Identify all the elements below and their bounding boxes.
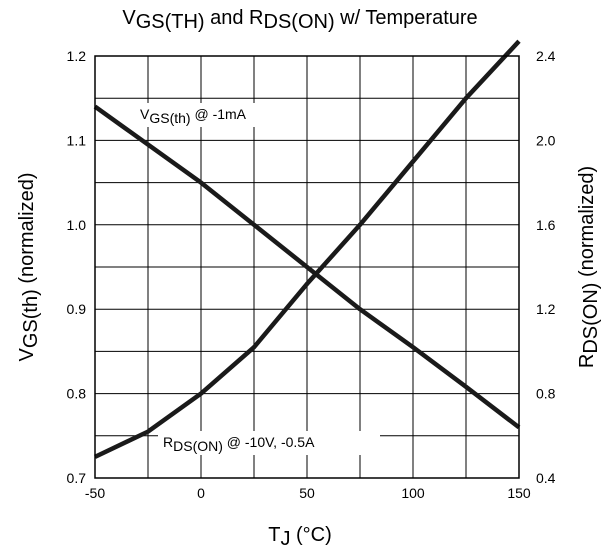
y-right-tick-label: 0.4 bbox=[536, 470, 556, 486]
chart-title-part-2: and R bbox=[205, 7, 264, 29]
x-tick-label: 150 bbox=[507, 485, 531, 501]
y-left-axis-label: VGS(th) (normalized) bbox=[16, 173, 42, 362]
y-left-tick-label: 1.1 bbox=[67, 132, 87, 148]
y-right-axis-label-part-2: (normalized) bbox=[576, 166, 598, 283]
series-label-vgs-part-2: @ -1mA bbox=[191, 106, 247, 122]
chart-title-part-1: GS(TH) bbox=[136, 11, 205, 33]
labels: -50 0 50 100 150 0.7 0.8 0.9 1.0 1.1 1.2 0.4 0.8 1.2 1… bbox=[16, 7, 602, 550]
x-tick-label: -50 bbox=[85, 485, 105, 501]
series-label-rds-part-2: @ -10V, -0.5A bbox=[223, 434, 315, 450]
series-label-rds: RDS(ON) @ -10V, -0.5A bbox=[163, 434, 315, 454]
series-label-vgs-part-0: V bbox=[140, 106, 150, 122]
plot-frame bbox=[94, 55, 520, 479]
y-left-tick-label: 1.0 bbox=[67, 217, 87, 233]
y-right-tick-label: 0.8 bbox=[536, 386, 556, 402]
y-left-axis-label-part-1: GS(th) bbox=[20, 289, 42, 348]
x-tick-label: 50 bbox=[299, 485, 315, 501]
y-right-axis-label-part-0: R bbox=[576, 354, 598, 368]
y-right-tick-label: 2.4 bbox=[536, 48, 556, 64]
series-label-rds-part-1: DS(ON) bbox=[173, 438, 223, 454]
series-layer bbox=[93, 39, 521, 459]
series-label-bg bbox=[136, 103, 278, 127]
x-tick-label: 0 bbox=[197, 485, 205, 501]
y-left-tick-label: 0.9 bbox=[67, 301, 87, 317]
y-right-tick-label: 1.6 bbox=[536, 217, 556, 233]
y-left-tick-label: 0.8 bbox=[67, 386, 87, 402]
x-tick-label: 100 bbox=[401, 485, 425, 501]
y-right-tick-label: 2.0 bbox=[536, 132, 556, 148]
y-right-tick-label: 1.2 bbox=[536, 301, 556, 317]
chart-title-part-0: V bbox=[122, 7, 136, 29]
series-label-bg bbox=[158, 431, 380, 455]
series-line-0 bbox=[93, 104, 521, 430]
y-left-tick-label: 0.7 bbox=[67, 470, 87, 486]
y-right-axis-label: RDS(ON) (normalized) bbox=[576, 166, 602, 368]
y-left-axis-label-part-0: V bbox=[16, 347, 38, 361]
chart-title-part-4: w/ Temperature bbox=[335, 7, 478, 29]
x-axis-label-part-1: J bbox=[280, 528, 290, 550]
y-right-axis-label-part-1: DS(ON) bbox=[580, 283, 602, 354]
x-axis-label-part-2: (°C) bbox=[290, 524, 331, 546]
series-label-vgs-part-1: GS(th) bbox=[149, 110, 190, 126]
chart-title: VGS(TH) and RDS(ON) w/ Temperature bbox=[122, 7, 477, 33]
y-left-axis-label-part-2: (normalized) bbox=[16, 173, 38, 290]
grid bbox=[95, 56, 519, 478]
series-line-1 bbox=[94, 39, 521, 459]
x-axis-label-part-0: T bbox=[268, 524, 280, 546]
series-label-rds-part-0: R bbox=[163, 434, 173, 450]
y-left-tick-label: 1.2 bbox=[67, 48, 87, 64]
series-label-vgs: VGS(th) @ -1mA bbox=[140, 106, 247, 126]
chart-title-part-3: DS(ON) bbox=[264, 11, 335, 33]
axes bbox=[94, 55, 520, 479]
x-axis-label: TJ (°C) bbox=[268, 524, 332, 550]
